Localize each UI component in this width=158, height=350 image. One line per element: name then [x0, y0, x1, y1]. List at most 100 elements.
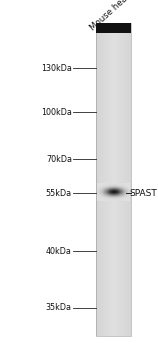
Bar	[126, 187, 127, 188]
Bar	[117, 199, 118, 200]
Bar	[98, 189, 99, 190]
Bar	[111, 187, 112, 188]
Bar	[119, 185, 120, 186]
Bar	[107, 195, 108, 196]
Bar	[105, 193, 106, 194]
Bar	[112, 198, 113, 199]
Bar	[129, 185, 130, 186]
Bar	[103, 188, 104, 189]
Bar	[120, 199, 121, 200]
Bar	[127, 195, 128, 196]
Bar	[102, 189, 103, 190]
Bar	[114, 199, 115, 200]
Bar	[123, 23, 124, 336]
Bar	[121, 199, 122, 200]
Bar	[112, 195, 113, 196]
Bar	[130, 189, 131, 190]
Bar	[119, 196, 120, 197]
Bar	[116, 195, 117, 196]
Bar	[127, 189, 128, 190]
Bar	[104, 186, 105, 187]
Bar	[116, 190, 117, 191]
Bar	[99, 183, 100, 184]
Bar	[116, 197, 117, 198]
Bar	[111, 195, 112, 196]
Bar	[118, 189, 119, 190]
Bar	[124, 199, 125, 200]
Bar	[114, 191, 115, 192]
Bar	[112, 188, 113, 189]
Bar	[98, 196, 99, 197]
Bar	[116, 187, 117, 188]
Bar	[110, 184, 111, 185]
Bar	[120, 187, 121, 188]
Bar	[103, 196, 104, 197]
Bar	[118, 198, 119, 199]
Bar	[97, 197, 98, 198]
Bar	[121, 190, 122, 191]
Bar	[128, 23, 129, 336]
Bar	[102, 198, 103, 199]
Bar	[98, 195, 99, 196]
Bar	[99, 189, 100, 190]
Bar	[121, 195, 122, 196]
Bar	[130, 195, 131, 196]
Bar	[119, 186, 120, 187]
Bar	[103, 185, 104, 186]
Bar	[113, 198, 114, 199]
Bar	[123, 183, 124, 184]
Bar	[129, 194, 130, 195]
Bar	[106, 190, 107, 191]
Bar	[102, 199, 103, 200]
Bar	[97, 193, 98, 194]
Bar	[101, 199, 102, 200]
Bar	[110, 190, 111, 191]
Bar	[110, 192, 111, 193]
Bar	[113, 23, 114, 336]
Bar	[128, 187, 129, 188]
Bar	[117, 189, 118, 190]
Bar	[120, 185, 121, 186]
Bar	[119, 191, 120, 192]
Bar	[97, 194, 98, 195]
Bar	[101, 183, 102, 184]
Bar	[97, 187, 98, 188]
Bar	[129, 184, 130, 185]
Bar	[118, 189, 119, 190]
Bar	[113, 184, 114, 185]
Bar	[115, 199, 116, 200]
Bar	[127, 185, 128, 186]
Bar	[124, 199, 125, 200]
Bar	[119, 189, 120, 190]
Bar	[119, 186, 120, 187]
Bar	[107, 199, 108, 200]
Bar	[106, 188, 107, 189]
Bar	[107, 198, 108, 199]
Bar	[107, 197, 108, 198]
Bar	[112, 193, 113, 194]
Bar	[104, 185, 105, 186]
Bar	[130, 186, 131, 187]
Bar	[121, 186, 122, 187]
Bar	[108, 197, 109, 198]
Bar	[120, 198, 121, 199]
Bar	[110, 198, 111, 199]
Bar	[127, 198, 128, 199]
Bar	[117, 197, 118, 198]
Bar	[97, 185, 98, 186]
Bar	[97, 191, 98, 192]
Bar	[97, 184, 98, 185]
Bar	[129, 199, 130, 200]
Bar	[117, 190, 118, 191]
Bar	[99, 195, 100, 196]
Bar	[129, 199, 130, 200]
Bar	[109, 189, 110, 190]
Bar	[121, 194, 122, 195]
Bar	[119, 195, 120, 196]
Bar	[109, 184, 110, 185]
Bar	[119, 199, 120, 200]
Bar	[123, 197, 124, 198]
Bar	[100, 189, 101, 190]
Bar	[130, 190, 131, 191]
Bar	[122, 199, 123, 200]
